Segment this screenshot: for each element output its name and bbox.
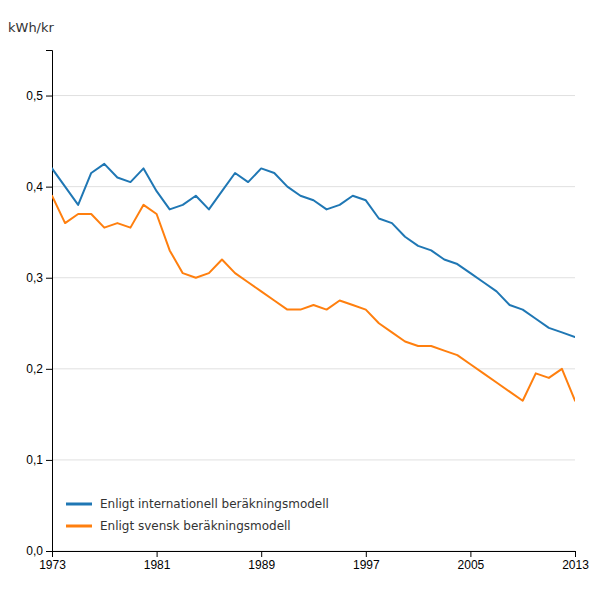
y-tick-label: 0,4 xyxy=(26,180,43,194)
x-tick-mark xyxy=(575,551,576,557)
y-tick-mark xyxy=(46,551,52,552)
y-tick: 0,4 xyxy=(26,180,52,194)
plot-area: 1973198119891997200520130,00,10,20,30,40… xyxy=(26,51,589,572)
y-tick-label: 0,5 xyxy=(26,89,43,103)
legend: Enligt internationell beräkningsmodell En… xyxy=(60,489,380,539)
x-tick: 1981 xyxy=(144,551,171,572)
x-tick-mark xyxy=(157,551,158,557)
legend-swatch xyxy=(66,503,92,506)
x-tick: 1989 xyxy=(248,551,275,572)
series-line xyxy=(52,196,575,401)
y-tick-mark xyxy=(46,96,52,97)
x-tick-label: 1973 xyxy=(39,558,66,572)
y-tick-mark xyxy=(46,278,52,279)
y-axis-line xyxy=(46,51,53,552)
legend-background xyxy=(60,489,380,539)
x-tick: 2013 xyxy=(562,551,589,572)
x-tick-label: 2005 xyxy=(458,558,485,572)
legend-item: Enligt internationell beräkningsmodell xyxy=(66,497,329,511)
x-tick-label: 1997 xyxy=(353,558,380,572)
grid-line xyxy=(52,368,575,369)
y-tick-mark xyxy=(46,369,52,370)
y-tick: 0,5 xyxy=(26,89,52,103)
grid-line xyxy=(52,277,575,278)
x-tick-mark xyxy=(261,551,262,557)
y-tick-label: 0,1 xyxy=(26,453,43,467)
y-axis-title: kWh/kr xyxy=(8,20,55,35)
legend-swatch xyxy=(66,525,92,528)
y-tick: 0,2 xyxy=(26,362,52,376)
y-tick-mark xyxy=(46,187,52,188)
x-tick-mark xyxy=(470,551,471,557)
y-tick-label: 0,2 xyxy=(26,362,43,376)
x-axis: 1973 1981 1989 1997 2005 2013 xyxy=(39,551,589,572)
y-tick: 0,0 xyxy=(26,544,52,558)
x-tick: 1997 xyxy=(353,551,380,572)
y-tick-label: 0,3 xyxy=(26,271,43,285)
x-tick: 2005 xyxy=(458,551,485,572)
lines xyxy=(52,164,575,401)
y-tick: 0,3 xyxy=(26,271,52,285)
chart: 1973198119891997200520130,00,10,20,30,40… xyxy=(0,0,599,591)
x-tick-label: 2013 xyxy=(562,558,589,572)
series-line xyxy=(52,164,575,337)
x-tick-mark xyxy=(366,551,367,557)
y-tick: 0,1 xyxy=(26,453,52,467)
grid-line xyxy=(52,459,575,460)
x-tick: 1973 xyxy=(39,551,66,572)
grid xyxy=(52,96,575,551)
y-tick-mark xyxy=(46,460,52,461)
legend-item: Enligt svensk beräkningsmodell xyxy=(66,519,291,533)
x-axis-line xyxy=(53,552,576,558)
x-tick-label: 1989 xyxy=(248,558,275,572)
y-tick-label: 0,0 xyxy=(26,544,43,558)
x-tick-label: 1981 xyxy=(144,558,171,572)
grid-line xyxy=(52,186,575,187)
grid-line xyxy=(52,95,575,96)
legend-label: Enligt internationell beräkningsmodell xyxy=(100,497,329,511)
legend-label: Enligt svensk beräkningsmodell xyxy=(100,519,291,533)
y-axis: 0,0 0,1 0,2 0,3 0,4 0,5 xyxy=(26,51,52,559)
